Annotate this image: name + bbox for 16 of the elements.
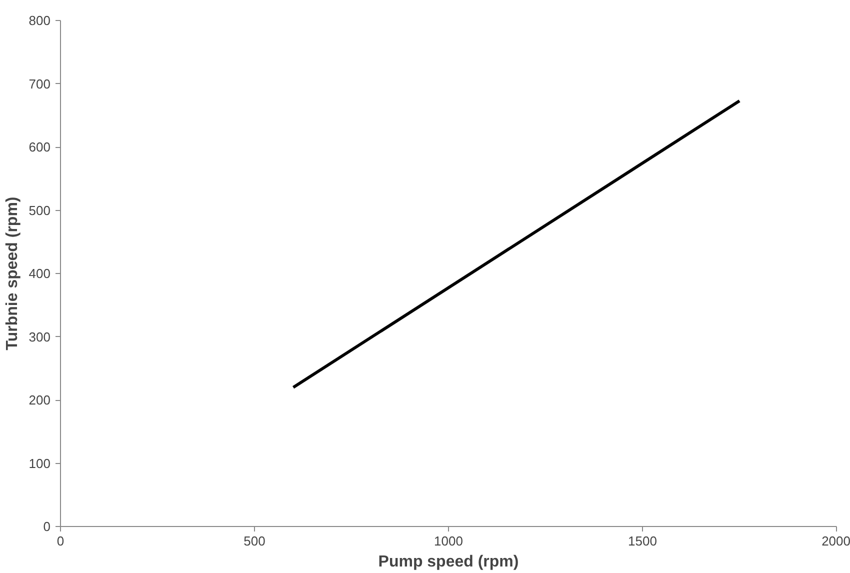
y-tick-label: 100 <box>28 456 51 471</box>
y-tick-label: 700 <box>28 76 51 92</box>
y-tick-label: 200 <box>28 392 51 408</box>
x-tick-label: 500 <box>244 534 266 548</box>
y-tick-label: 300 <box>28 329 51 344</box>
x-axis-title: Pump speed (rpm) <box>378 554 519 570</box>
x-tick-label: 1500 <box>628 534 657 548</box>
y-tick-label: 800 <box>28 13 51 28</box>
y-axis-title: Turbnie speed (rpm) <box>4 196 21 350</box>
x-tick-label: 1000 <box>434 534 463 548</box>
y-tick-label: 400 <box>28 266 51 281</box>
y-tick-label: 600 <box>28 140 51 154</box>
x-tick-label: 0 <box>56 534 64 548</box>
y-tick-label: 0 <box>43 519 51 534</box>
y-tick-label: 500 <box>28 202 51 218</box>
x-tick-label: 2000 <box>822 534 850 548</box>
